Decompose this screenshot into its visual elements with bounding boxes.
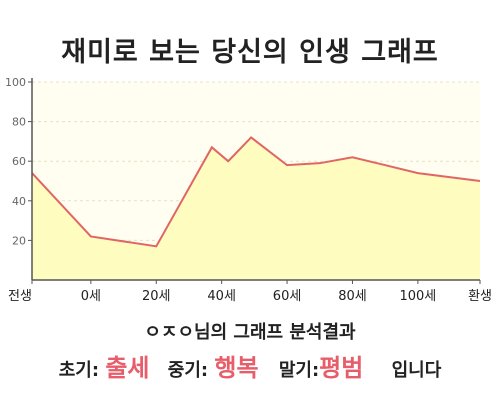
early-label: 초기: bbox=[58, 360, 100, 381]
late-value: 평범 bbox=[319, 354, 364, 382]
early-value: 출세 bbox=[105, 354, 150, 382]
y-tick-label-40: 40 bbox=[12, 195, 26, 208]
area-fill bbox=[32, 137, 480, 280]
y-axis-ticks: 20 40 60 80 100 bbox=[5, 76, 32, 247]
late-label: 말기: bbox=[278, 360, 320, 381]
x-tick-label-6: 100세 bbox=[399, 289, 436, 304]
result-summary: 초기: 출세 중기: 행복 말기:평범 입니다 bbox=[0, 348, 500, 383]
x-tick-label-3: 40세 bbox=[207, 289, 236, 304]
y-tick-label-20: 20 bbox=[12, 234, 26, 247]
x-tick-label-1: 0세 bbox=[81, 289, 101, 304]
mid-label: 중기: bbox=[167, 360, 209, 381]
mid-value: 행복 bbox=[214, 354, 259, 382]
series-line bbox=[31, 136, 481, 248]
x-tick-label-7: 환생 bbox=[468, 289, 492, 304]
x-axis-ticks: 전생 0세 20세 40세 60세 80세 100세 환생 bbox=[8, 280, 492, 304]
axes bbox=[31, 78, 480, 281]
chart-title: 재미로 보는 당신의 인생 그래프 bbox=[61, 37, 439, 68]
x-tick-label-5: 80세 bbox=[338, 289, 367, 304]
result-subtitle: ㅇㅈㅇ님의 그래프 분석결과 bbox=[144, 322, 356, 343]
x-tick-label-2: 20세 bbox=[142, 289, 171, 304]
y-tick-label-80: 80 bbox=[12, 116, 26, 129]
x-tick-label-0: 전생 bbox=[8, 289, 32, 304]
x-tick-label-4: 60세 bbox=[273, 289, 302, 304]
ending-text: 입니다 bbox=[391, 360, 442, 381]
y-tick-label-100: 100 bbox=[5, 76, 26, 89]
y-tick-label-60: 60 bbox=[12, 155, 26, 168]
